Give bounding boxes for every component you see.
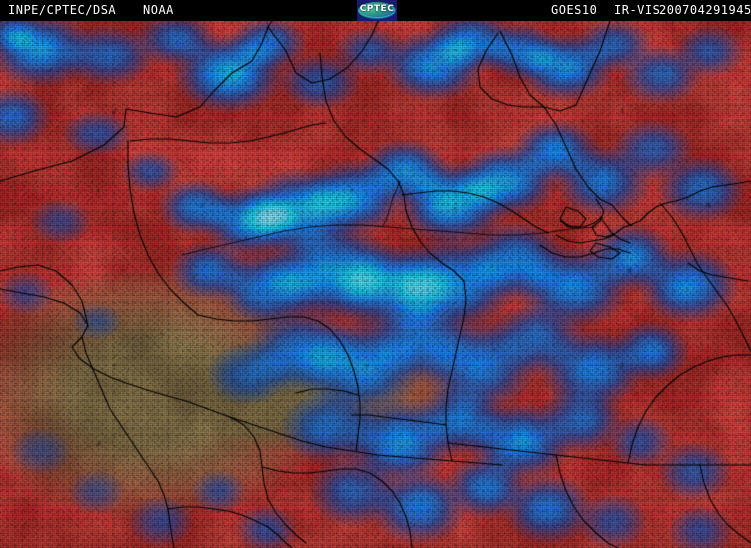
satellite-image	[0, 21, 751, 548]
header-agency-label: INPE/CPTEC/DSA	[8, 3, 117, 17]
cptec-logo-label: CPTEC	[359, 4, 395, 14]
header-satellite-label: GOES10	[551, 3, 598, 17]
cptec-logo: CPTEC	[357, 0, 397, 21]
header-network-label: NOAA	[143, 3, 174, 17]
header-product-label: IR-VIS	[614, 3, 661, 17]
header-timestamp-label: 200704291945	[659, 3, 751, 17]
cptec-logo-ring	[359, 3, 395, 18]
satellite-image-canvas	[0, 21, 751, 548]
header-bar: INPE/CPTEC/DSA NOAA CPTEC GOES10 IR-VIS …	[0, 0, 751, 21]
